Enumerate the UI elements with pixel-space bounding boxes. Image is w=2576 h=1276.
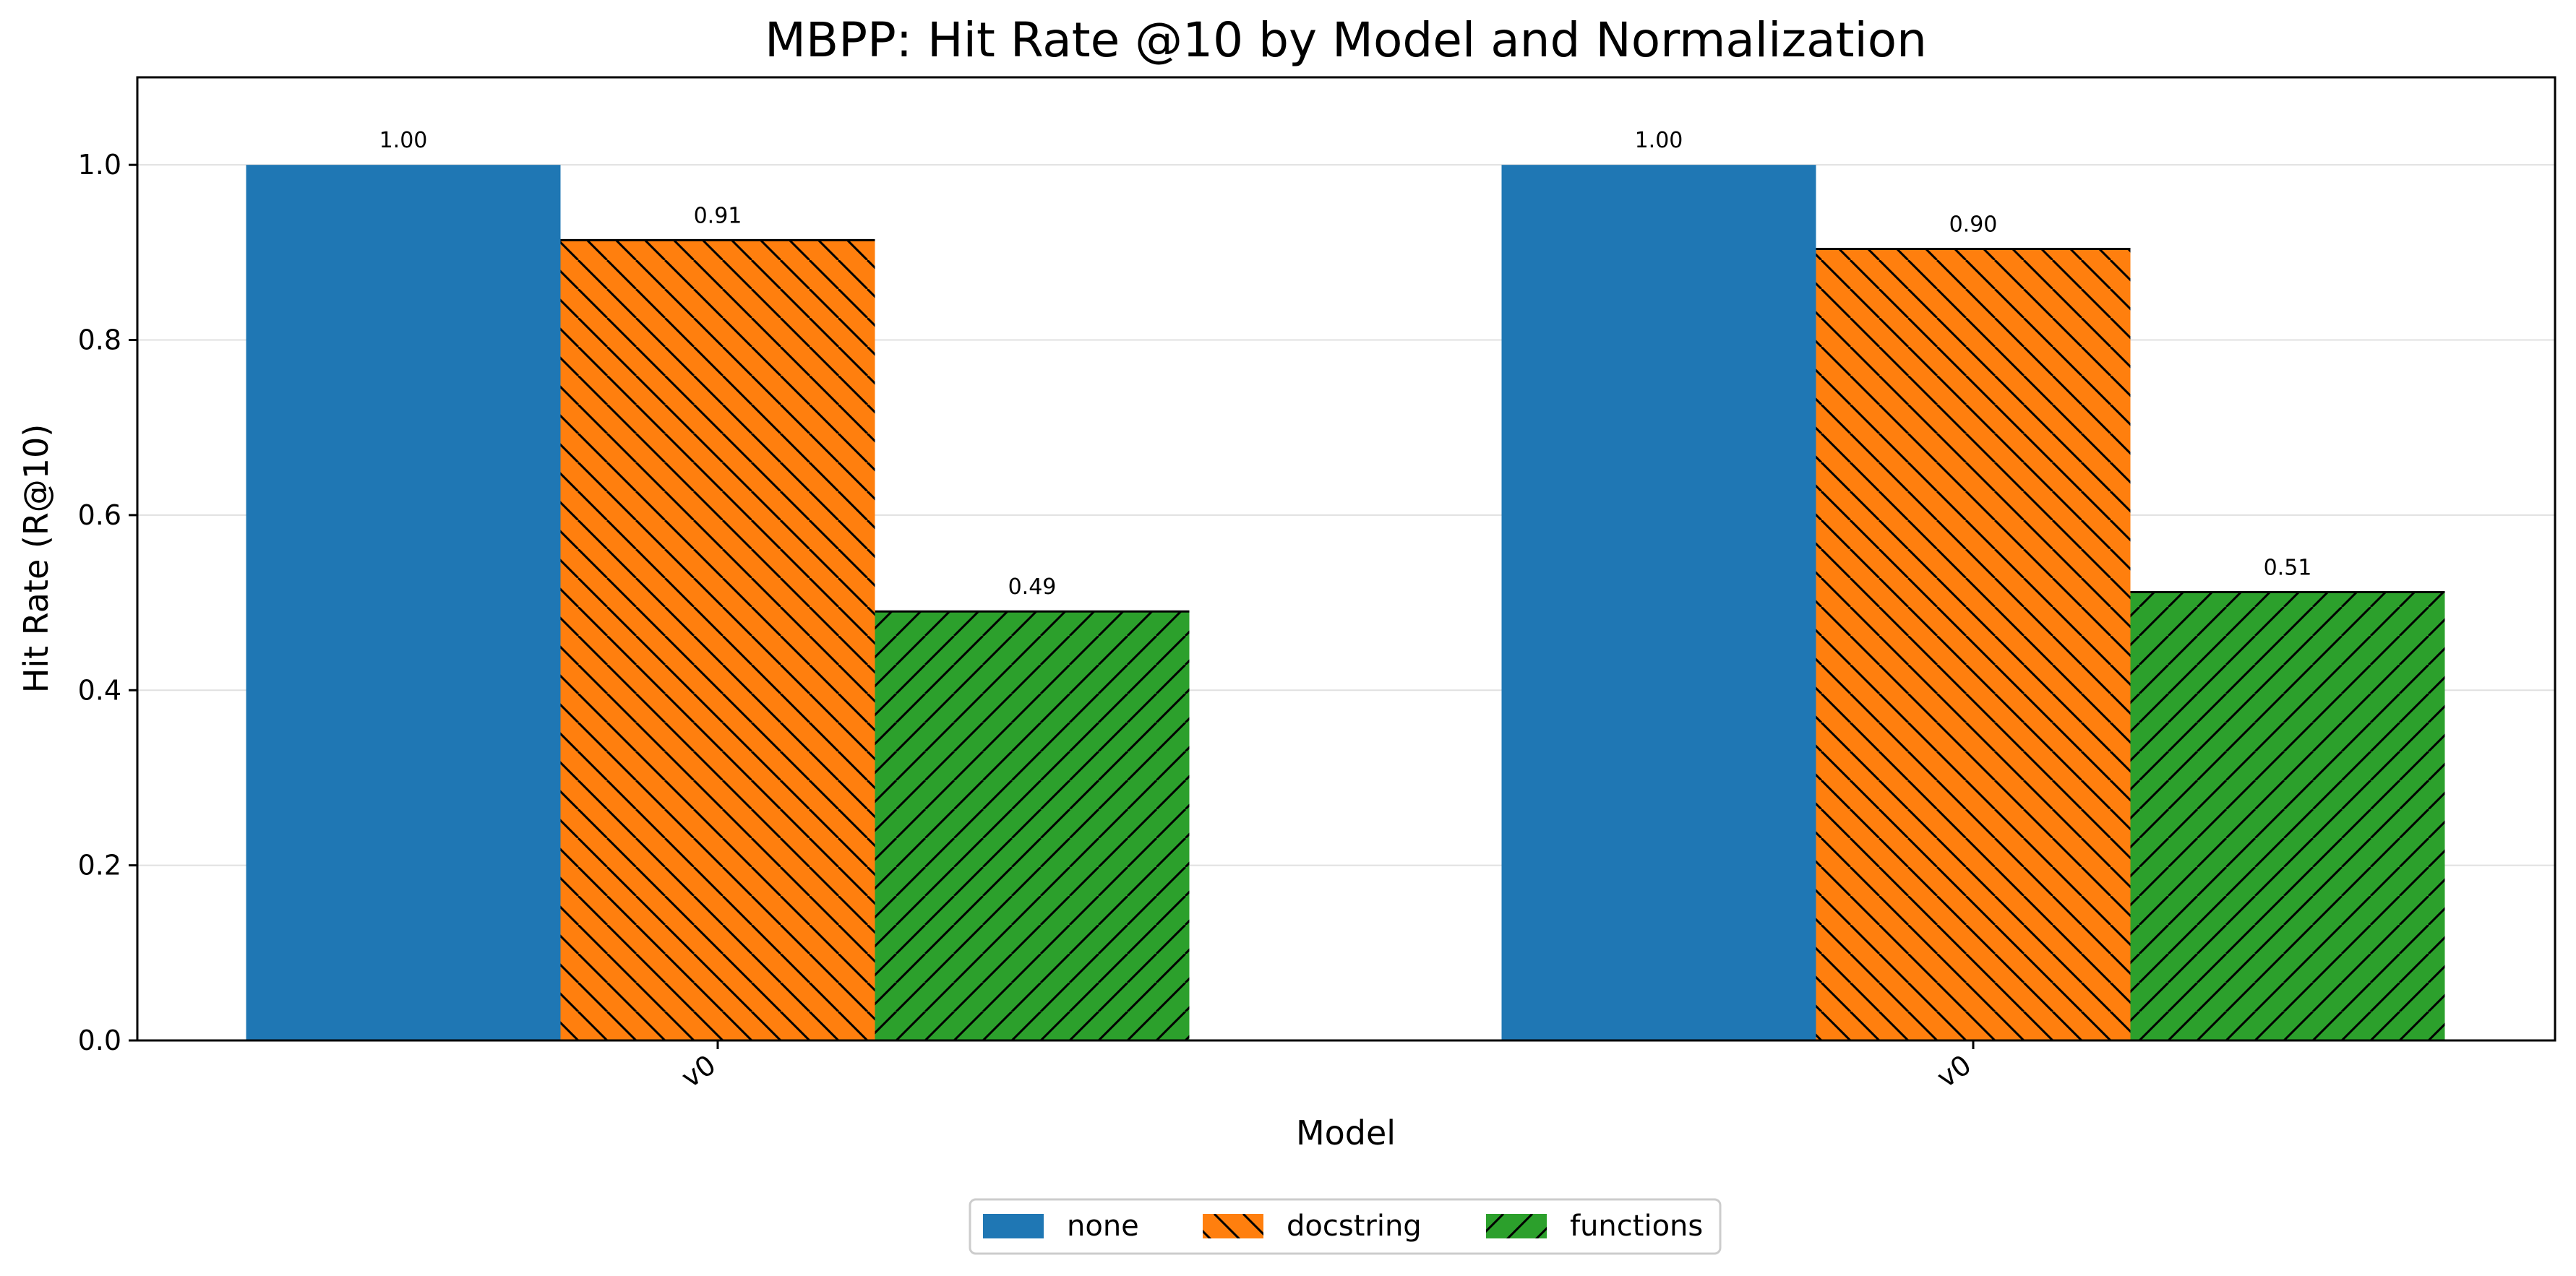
legend-frame: [969, 1198, 1722, 1255]
data-label-none-0: 1.00: [379, 128, 428, 153]
legend-label-none: none: [1067, 1210, 1139, 1243]
bar-hatch-functions-0: [875, 611, 1190, 1040]
legend-label-functions: functions: [1570, 1210, 1703, 1243]
y-tick-label: 0.0: [78, 1025, 121, 1056]
plot-area-frame: [136, 76, 2556, 1042]
bars: [246, 165, 2445, 1040]
data-label-none-1: 1.00: [1635, 128, 1683, 153]
bar-none-1: [1501, 165, 1816, 1040]
bar-none-0: [246, 165, 561, 1040]
legend-swatch-hatch: [1203, 1214, 1263, 1238]
y-tick-label: 0.6: [78, 499, 121, 531]
bar-hatch-functions-1: [2130, 592, 2445, 1040]
bar-hatch-docstring-1: [1816, 249, 2131, 1040]
legend: none docstring functions: [969, 1198, 1722, 1255]
legend-label-docstring: docstring: [1287, 1210, 1422, 1243]
y-tick-label: 1.0: [78, 149, 121, 181]
data-labels: 1.00 0.91 0.49 1.00 0.90 0.51: [379, 128, 2312, 600]
data-label-functions-0: 0.49: [1008, 574, 1057, 600]
y-axis-label: Hit Rate (R@10): [17, 424, 56, 694]
y-tick-label: 0.4: [78, 674, 121, 706]
bar-hatch-docstring-0: [560, 240, 875, 1040]
legend-swatch-none: [983, 1214, 1044, 1238]
data-label-docstring-0: 0.91: [694, 203, 742, 228]
legend-swatch-hatch: [1486, 1214, 1547, 1238]
x-tick-label: v0: [676, 1048, 721, 1094]
x-axis-label: Model: [1296, 1113, 1396, 1152]
x-axis: v0 v0: [676, 1040, 1977, 1094]
y-axis: 0.0 0.2 0.4 0.6 0.8 1.0: [78, 149, 137, 1056]
data-label-functions-1: 0.51: [2264, 556, 2312, 581]
chart-title: MBPP: Hit Rate @10 by Model and Normaliz…: [765, 12, 1927, 68]
x-tick-label: v0: [1931, 1048, 1977, 1094]
y-tick-label: 0.2: [78, 850, 121, 881]
data-label-docstring-1: 0.90: [1949, 212, 1998, 238]
y-tick-label: 0.8: [78, 324, 121, 356]
